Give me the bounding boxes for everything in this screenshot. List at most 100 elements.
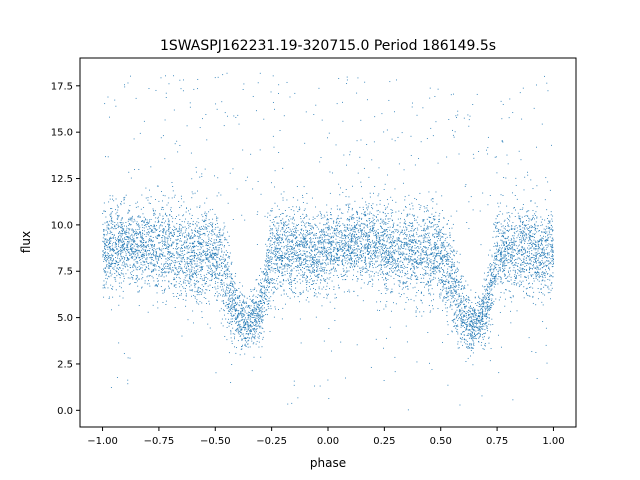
data-point [462, 292, 464, 294]
data-point [494, 255, 496, 257]
data-point [179, 233, 180, 235]
data-point [167, 241, 168, 243]
data-point [495, 259, 497, 261]
data-point [223, 222, 225, 224]
data-point [263, 315, 265, 316]
data-point [400, 218, 401, 220]
data-point [265, 314, 267, 315]
data-point [363, 282, 365, 284]
data-point [488, 271, 490, 273]
data-point [281, 271, 283, 273]
data-point [185, 272, 187, 274]
data-point [417, 266, 419, 268]
chart-title: 1SWASPJ162231.19-320715.0 Period 186149.… [160, 38, 496, 54]
data-point [312, 216, 314, 218]
data-point [280, 220, 282, 222]
data-point [177, 242, 179, 244]
data-point [384, 266, 386, 268]
data-point [372, 203, 374, 205]
data-point [309, 253, 311, 254]
data-point [105, 249, 107, 250]
data-point [163, 229, 165, 231]
data-point [364, 258, 366, 260]
data-point [271, 228, 273, 230]
data-point [411, 226, 412, 227]
data-point [243, 83, 245, 85]
data-point [433, 268, 435, 270]
data-point [129, 254, 131, 256]
data-point [475, 325, 477, 327]
data-point [451, 227, 453, 229]
data-point [494, 262, 496, 264]
data-point [459, 310, 461, 312]
data-point [433, 263, 435, 265]
data-point [400, 265, 402, 267]
data-point [372, 217, 374, 219]
data-point [328, 398, 330, 400]
data-point [111, 245, 113, 247]
data-point [391, 219, 393, 221]
data-point [139, 257, 140, 259]
data-point [391, 231, 392, 233]
data-point [260, 333, 262, 335]
data-point [106, 255, 108, 257]
data-point [283, 246, 285, 247]
data-point [372, 220, 374, 222]
data-point [263, 307, 265, 309]
data-point [470, 306, 471, 308]
data-point [479, 306, 481, 308]
data-point [465, 328, 467, 330]
data-point [177, 272, 179, 273]
data-point [503, 242, 505, 243]
data-point [443, 234, 445, 235]
data-point [459, 253, 461, 255]
data-point [464, 314, 466, 316]
data-point [388, 254, 390, 256]
data-point [538, 272, 540, 274]
data-point [442, 299, 444, 301]
data-point [544, 280, 546, 282]
data-point [367, 226, 369, 228]
data-point [125, 253, 127, 255]
data-point [404, 199, 406, 201]
data-point [152, 208, 154, 210]
data-point [460, 288, 462, 290]
data-point [290, 245, 292, 247]
data-point [480, 328, 482, 330]
data-point [197, 286, 199, 288]
data-point [309, 271, 311, 273]
data-point [422, 261, 424, 263]
data-point [110, 212, 112, 214]
data-point [381, 256, 383, 257]
data-point [313, 271, 315, 273]
data-point [141, 257, 143, 259]
data-point [168, 258, 169, 260]
data-point [490, 282, 492, 284]
data-point [474, 320, 476, 322]
data-point [503, 244, 505, 246]
data-point [278, 92, 279, 94]
data-point [150, 261, 152, 263]
data-point [280, 286, 282, 287]
data-point [433, 249, 435, 251]
data-point [177, 151, 179, 153]
data-point [130, 257, 132, 259]
data-point [421, 267, 423, 269]
data-point [465, 329, 466, 331]
data-point [364, 214, 366, 216]
data-point [148, 246, 150, 248]
data-point [374, 186, 376, 187]
data-point [104, 243, 106, 245]
data-point [473, 313, 475, 315]
data-point [520, 263, 522, 265]
data-point [214, 265, 216, 267]
data-point [196, 257, 198, 259]
data-point [489, 195, 491, 196]
data-point [232, 301, 234, 303]
data-point [279, 249, 281, 251]
data-point [311, 232, 313, 234]
data-point [451, 295, 453, 297]
data-point [496, 248, 497, 250]
data-point [269, 261, 271, 263]
data-point [525, 215, 527, 217]
